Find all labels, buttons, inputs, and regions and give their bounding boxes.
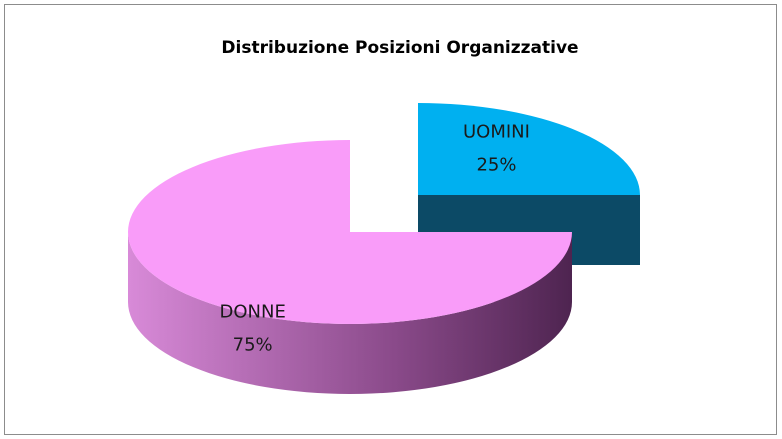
slice-label: DONNE	[220, 301, 286, 322]
slice-label: UOMINI	[463, 121, 530, 142]
slice	[128, 140, 572, 324]
slice-side	[128, 232, 572, 394]
slice-value-label: 25%	[476, 154, 516, 175]
slice-value-label: 75%	[233, 334, 273, 355]
chart-title: Distribuzione Posizioni Organizzative	[221, 38, 578, 58]
slice	[418, 103, 640, 195]
